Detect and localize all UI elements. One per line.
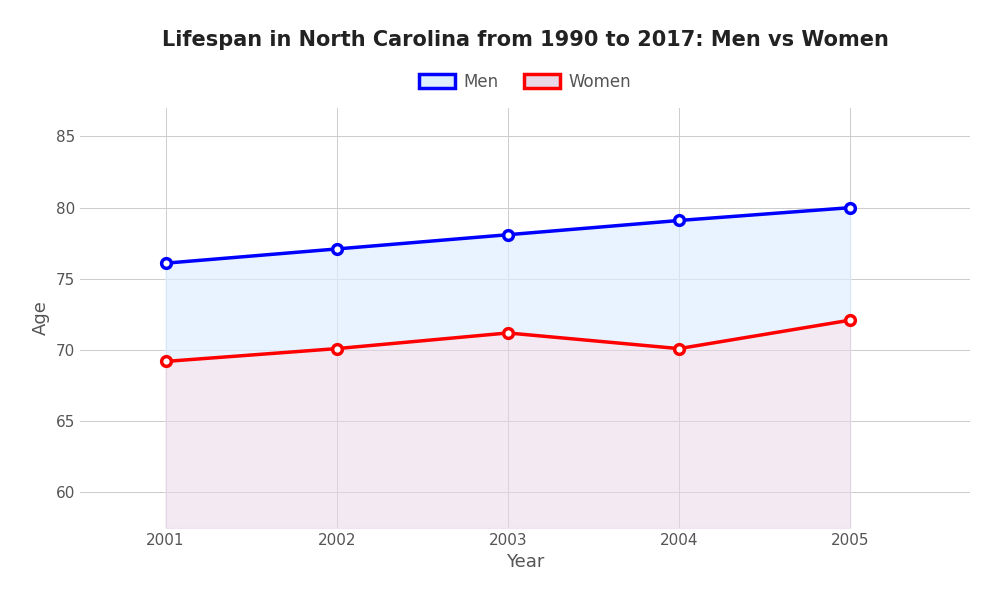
Legend: Men, Women: Men, Women <box>412 66 638 97</box>
Title: Lifespan in North Carolina from 1990 to 2017: Men vs Women: Lifespan in North Carolina from 1990 to … <box>162 29 888 49</box>
Y-axis label: Age: Age <box>32 301 50 335</box>
X-axis label: Year: Year <box>506 553 544 571</box>
